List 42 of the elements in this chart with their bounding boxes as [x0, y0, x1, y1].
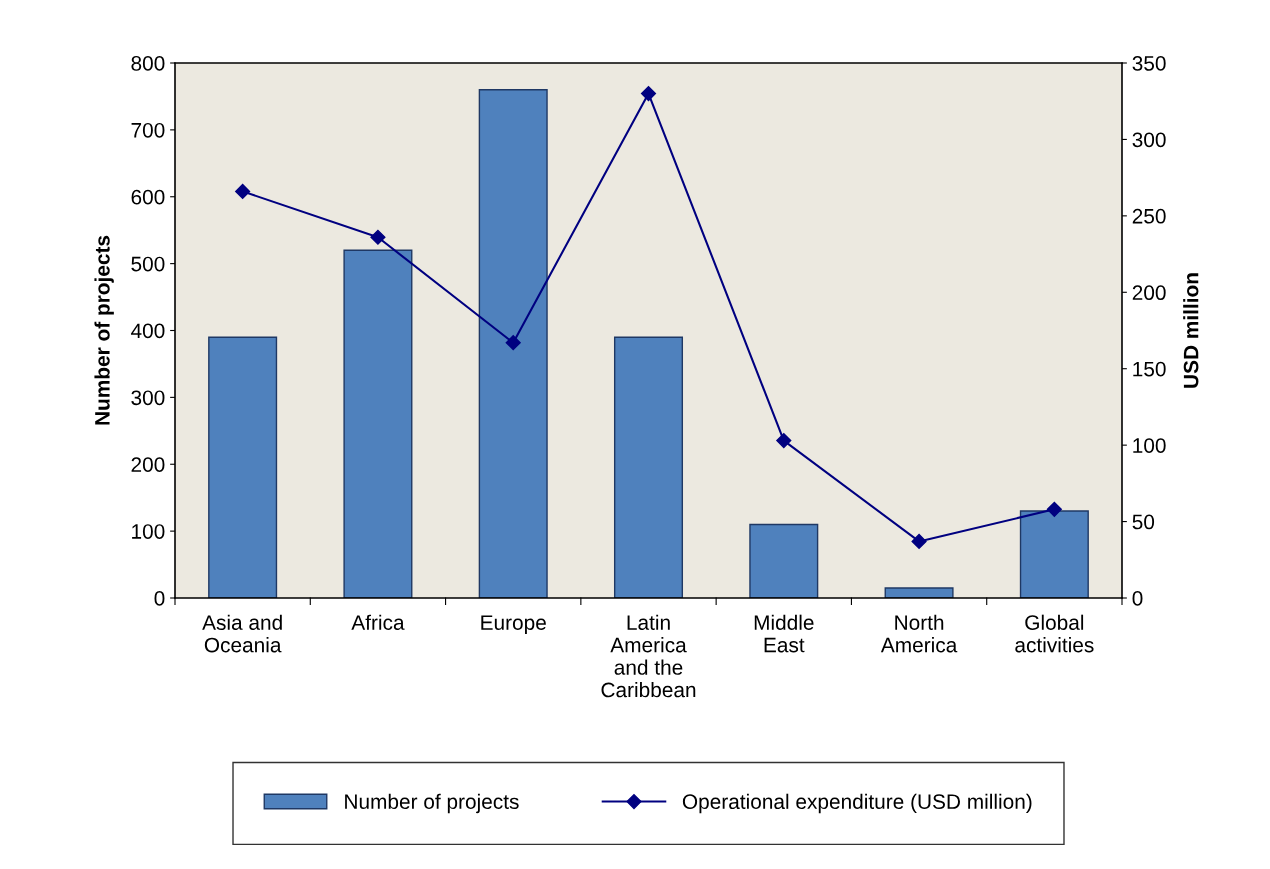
x-tick-label: North America	[880, 614, 958, 653]
bar	[1019, 510, 1089, 598]
x-tick-label: Europe	[481, 615, 546, 635]
y2-tick-label: 200	[1132, 285, 1166, 301]
x-tick-label: Global activities	[1015, 614, 1094, 653]
x-tick-label: Africa	[351, 614, 405, 630]
point	[505, 335, 521, 351]
y-tick-label: 100	[132, 524, 165, 539]
point	[370, 229, 386, 245]
y2-tick-label: 0	[1132, 591, 1143, 606]
point	[911, 533, 927, 550]
y2-axis-title: USD million	[1183, 273, 1199, 388]
point	[1046, 501, 1062, 517]
point	[640, 86, 657, 102]
bar	[884, 587, 954, 598]
bar	[478, 89, 548, 598]
point	[776, 432, 792, 449]
y2-tick-label: 50	[1132, 514, 1155, 530]
y-tick-label: 500	[131, 256, 165, 272]
y-tick-label: 700	[131, 122, 165, 138]
y-tick-label: 600	[131, 189, 165, 205]
y2-tick-label: 350	[1132, 56, 1166, 71]
x-tick-label: Middle East	[754, 614, 814, 653]
legend-label: Number of projects	[345, 793, 519, 814]
y-tick-label: 400	[131, 323, 165, 339]
y-tick-label: 300	[131, 390, 165, 406]
y2-tick-label: 150	[1133, 361, 1166, 377]
bar	[613, 336, 684, 598]
bar	[208, 336, 278, 598]
y2-tick-label: 100	[1133, 438, 1166, 453]
y-tick-label: 800	[131, 56, 165, 71]
y-tick-label: 200	[131, 457, 165, 472]
x-tick-label: Asia and Oceania	[202, 614, 282, 653]
y2-tick-label: 300	[1132, 132, 1166, 148]
y-tick-label: 0	[154, 591, 165, 606]
bar	[343, 249, 413, 598]
bar	[749, 523, 819, 598]
y2-tick-label: 250	[1132, 208, 1166, 224]
point	[235, 183, 251, 199]
y-axis-title: Number of projects	[94, 235, 114, 425]
legend-label: Operational expenditure (USD million)	[682, 793, 1032, 814]
x-tick-label: Latin America and the Caribbean	[601, 614, 696, 698]
